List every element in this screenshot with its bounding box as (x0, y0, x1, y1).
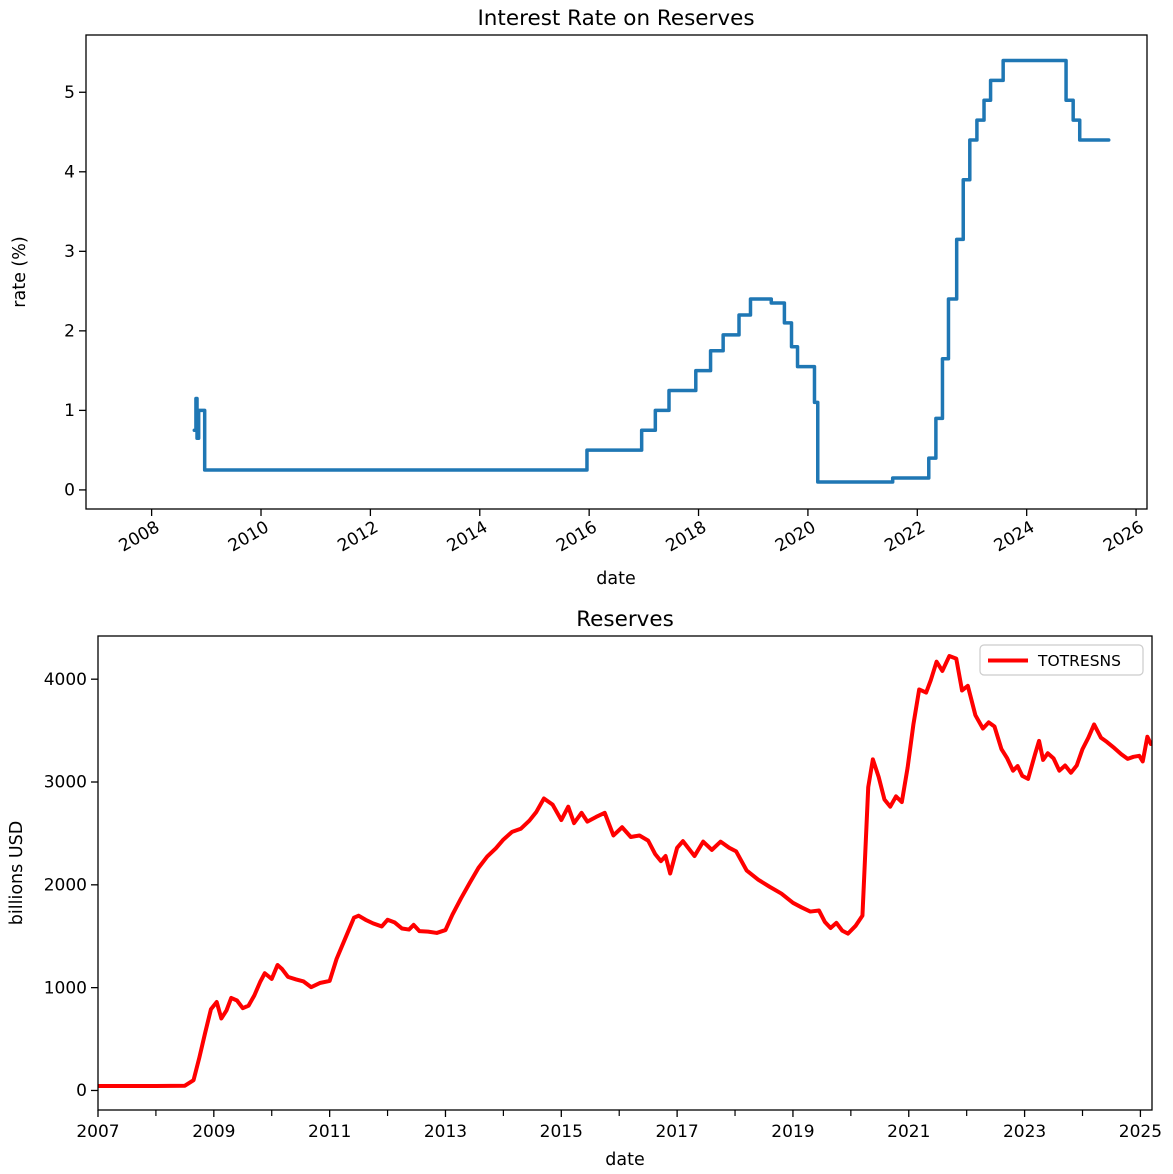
x-tick-label: 2012 (334, 517, 381, 556)
series-line-interest-rate-on-reserves (192, 58, 1111, 484)
y-tick-label: 4 (64, 162, 75, 182)
legend: TOTRESNS (979, 644, 1144, 676)
y-tick-label: 1000 (44, 978, 87, 998)
x-tick-label: 2025 (1119, 1122, 1162, 1142)
bottom-plot-background (98, 636, 1152, 1110)
interest-rate-series (192, 58, 1111, 484)
bottom-chart: 2007 2009 2011 2013 2015 2017 2019 2021 2023 2025… (7, 607, 1162, 1170)
top-plot-background (86, 35, 1147, 509)
x-tick-label: 2015 (540, 1122, 583, 1142)
x-tick-label: 2017 (655, 1122, 698, 1142)
top-xaxis-label: date (596, 569, 635, 589)
y-tick-label: 2 (64, 321, 75, 341)
y-tick-label: 2000 (44, 875, 87, 895)
x-tick-label: 2016 (553, 517, 600, 556)
x-tick-label: 2023 (1003, 1122, 1046, 1142)
x-tick-label: 2009 (192, 1122, 235, 1142)
x-tick-label: 2013 (424, 1122, 467, 1142)
bottom-plot-frame (97, 635, 1153, 1111)
totresns-series (98, 654, 1152, 1089)
x-tick-label: 2018 (663, 517, 710, 556)
x-tick-label: 2014 (444, 517, 491, 556)
bottom-chart-title: Reserves (576, 607, 674, 632)
top-yaxis-label: rate (%) (10, 236, 30, 307)
y-tick-label: 0 (76, 1081, 87, 1101)
y-tick-label: 1 (64, 401, 75, 421)
top-chart: 2008 2010 2012 2014 2016 2018 2020 2022 2024 2026… (10, 6, 1148, 589)
top-chart-title: Interest Rate on Reserves (477, 6, 754, 31)
legend-label: TOTRESNS (1037, 652, 1121, 670)
y-tick-label: 0 (64, 481, 75, 501)
x-tick-label: 2024 (991, 517, 1038, 556)
bottom-yaxis-label: billions USD (7, 821, 27, 925)
legend-box (979, 644, 1144, 676)
bottom-axis-ticks: 2007 2009 2011 2013 2015 2017 2019 2021 2023 2025… (44, 670, 1162, 1142)
series-line-TOTRESNS (98, 654, 1152, 1089)
y-tick-label: 5 (64, 83, 75, 103)
y-tick-label: 3000 (44, 773, 87, 793)
y-tick-label: 4000 (44, 670, 87, 690)
x-tick-label: 2021 (887, 1122, 930, 1142)
top-plot-frame (85, 34, 1148, 510)
x-tick-label: 2011 (308, 1122, 351, 1142)
x-tick-label: 2010 (225, 517, 272, 556)
x-tick-label: 2020 (772, 517, 819, 556)
x-tick-label: 2026 (1100, 517, 1147, 556)
x-tick-label: 2019 (771, 1122, 814, 1142)
x-tick-label: 2022 (881, 517, 928, 556)
y-tick-label: 3 (64, 242, 75, 262)
bottom-xaxis-label: date (605, 1150, 644, 1170)
x-tick-label: 2007 (76, 1122, 119, 1142)
x-tick-label: 2008 (116, 517, 163, 556)
